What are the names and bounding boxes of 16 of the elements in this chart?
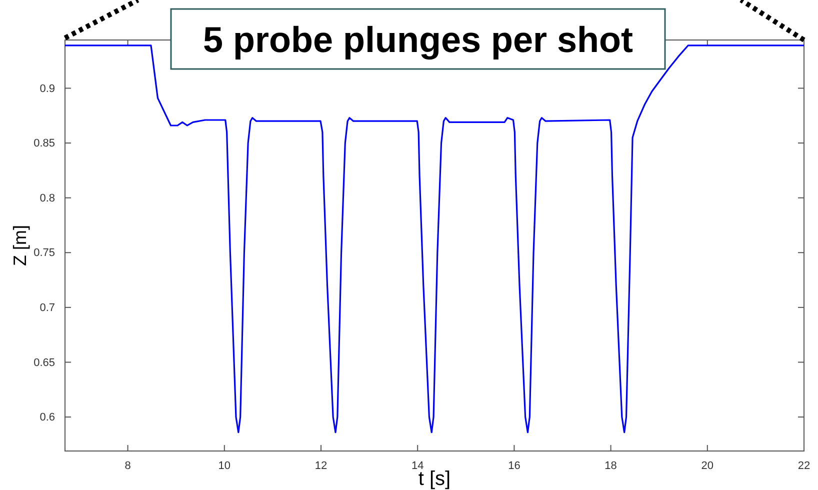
y-tick-label: 0.8 (40, 192, 55, 204)
x-tick-label: 10 (218, 460, 231, 472)
x-tick-label: 20 (701, 460, 714, 472)
y-tick-label: 0.6 (40, 412, 55, 424)
y-tick-label: 0.75 (34, 247, 55, 260)
chart-title: 5 probe plunges per shot (202, 19, 634, 60)
y-tick-label: 0.7 (40, 302, 55, 314)
y-tick-label: 0.9 (40, 82, 55, 95)
x-tick-label: 18 (604, 460, 617, 472)
y-axis-title: Z [m] (10, 225, 30, 266)
x-tick-label: 8 (124, 460, 131, 472)
y-tick-label: 0.85 (34, 138, 55, 150)
x-tick-label: 22 (798, 460, 810, 472)
x-tick-label: 16 (508, 460, 520, 472)
y-tick-label: 0.65 (34, 356, 55, 369)
x-tick-label: 12 (314, 460, 328, 472)
